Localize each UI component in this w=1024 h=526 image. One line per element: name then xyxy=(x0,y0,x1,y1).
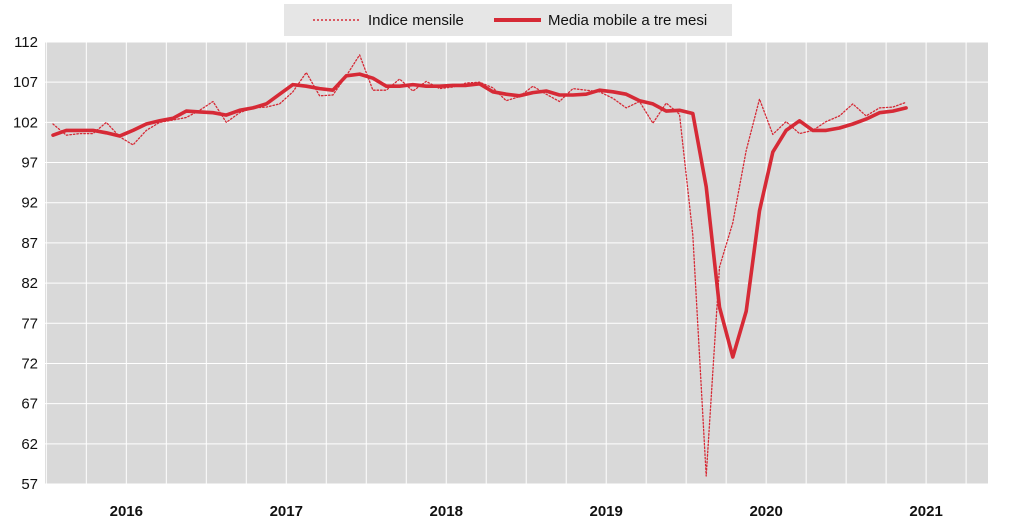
y-tick-label: 87 xyxy=(21,235,38,252)
y-tick-label: 92 xyxy=(21,195,38,212)
x-year-label: 2020 xyxy=(749,503,782,520)
x-axis-year-labels: 2016 2017 2018 2019 2020 2021 xyxy=(110,503,943,520)
y-tick-label: 107 xyxy=(13,74,38,91)
y-axis-tick-labels: 57 62 67 72 77 82 87 92 97 102 107 112 xyxy=(13,34,38,493)
y-tick-label: 72 xyxy=(21,355,38,372)
y-tick-label: 102 xyxy=(13,114,38,131)
legend-label-media-mobile: Media mobile a tre mesi xyxy=(548,12,707,29)
x-year-label: 2021 xyxy=(909,503,942,520)
plot-background xyxy=(45,42,988,484)
x-year-label: 2019 xyxy=(590,503,623,520)
y-tick-label: 112 xyxy=(14,34,38,51)
y-tick-label: 67 xyxy=(21,396,38,413)
y-tick-label: 97 xyxy=(21,155,38,172)
y-tick-label: 57 xyxy=(21,476,38,493)
y-gridlines xyxy=(45,41,988,485)
legend: Indice mensile Media mobile a tre mesi xyxy=(284,4,732,36)
legend-label-indice-mensile: Indice mensile xyxy=(368,12,464,29)
x-year-label: 2018 xyxy=(430,503,463,520)
y-tick-label: 77 xyxy=(21,315,38,332)
x-year-label: 2017 xyxy=(270,503,303,520)
series-line-media-mobile xyxy=(51,72,908,359)
y-tick-label: 82 xyxy=(21,275,38,292)
y-tick-label: 62 xyxy=(21,436,38,453)
series-lines xyxy=(51,54,908,477)
x-year-label: 2016 xyxy=(110,503,143,520)
x-gridlines xyxy=(45,42,967,484)
